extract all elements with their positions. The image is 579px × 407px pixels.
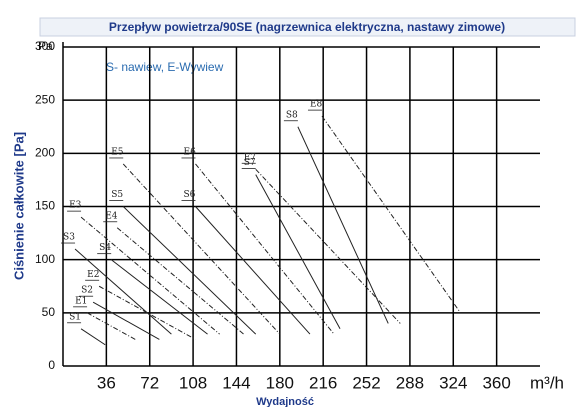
series-label: S8: [286, 110, 298, 120]
curve: [86, 312, 136, 340]
x-tick-label: 36: [97, 373, 116, 392]
series-label: E3: [69, 201, 82, 211]
series-label: S3: [63, 233, 75, 243]
curve: [122, 163, 281, 335]
series-label: E1: [75, 296, 87, 306]
series-label: E5: [111, 147, 124, 157]
x-tick-label: 72: [140, 373, 159, 392]
curve: [110, 259, 208, 335]
curve: [80, 328, 106, 346]
curve: [122, 206, 257, 335]
title-box: [39, 17, 576, 37]
x-unit: m³/h: [530, 373, 564, 392]
y-tick-label: 150: [35, 199, 55, 213]
series-label: S5: [111, 190, 123, 200]
curve: [74, 248, 172, 335]
series-label: S4: [99, 243, 111, 253]
series-label: S2: [81, 286, 93, 296]
series-label: E7: [244, 153, 257, 163]
curve: [116, 227, 245, 335]
curve: [195, 163, 335, 335]
y-axis-label: Ciśnienie całkowite [Pa]: [11, 132, 26, 280]
y-tick-label: 200: [35, 146, 55, 160]
x-tick-label: 360: [482, 373, 510, 392]
series-label: E2: [87, 270, 99, 280]
annotation: S- nawiew, E-Wywiew: [106, 60, 224, 74]
curve: [255, 174, 341, 330]
x-tick-label: 288: [396, 373, 424, 392]
y-tick-label: 250: [35, 92, 55, 106]
curve: [92, 301, 160, 340]
y-tick-label: 0: [48, 358, 55, 372]
series-label: E4: [105, 211, 118, 221]
series-label: E6: [184, 147, 197, 157]
curve: [195, 206, 311, 335]
curve: [321, 115, 461, 314]
series-label: E8: [310, 100, 323, 110]
x-axis-label: Wydajność: [256, 396, 314, 407]
chart-title: Przepływ powietrza/90SE (nagrzewnica ele…: [109, 20, 505, 34]
curve: [98, 285, 196, 340]
y-tick-label: 100: [35, 252, 55, 266]
curve: [297, 126, 389, 324]
x-tick-label: 144: [222, 373, 250, 392]
x-tick-label: 252: [352, 373, 380, 392]
y-unit: Pa: [38, 39, 53, 53]
curve: [80, 216, 220, 335]
y-tick-label: 50: [42, 305, 56, 319]
x-tick-label: 108: [179, 373, 207, 392]
y-tick-label: 300: [35, 39, 55, 53]
series-label: S6: [184, 190, 196, 200]
x-tick-label: 216: [309, 373, 337, 392]
series-label: S1: [69, 312, 81, 322]
x-tick-label: 180: [266, 373, 294, 392]
x-tick-label: 324: [439, 373, 467, 392]
